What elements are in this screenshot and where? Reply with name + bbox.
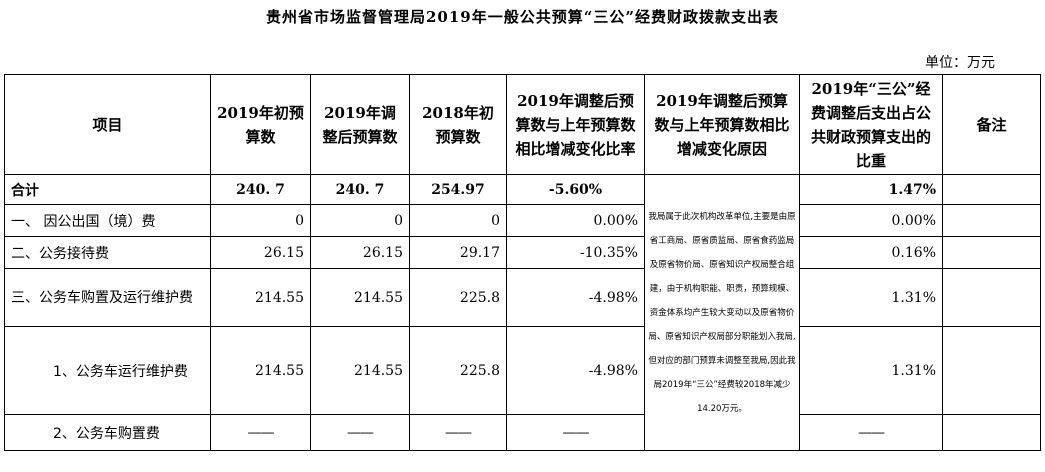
row-vehicle-purchase-remark [942,414,1041,451]
row-vehicle-purchase-b2019i: —— [210,414,311,451]
row-vehicle-maint-b2019a: 214.55 [310,326,410,415]
row-reception-share: 0.16% [799,236,943,269]
row-vehicle-b2019i: 214.55 [210,268,311,327]
table-row: 合计 240. 7 240. 7 254.97 -5.60% 我局属于此次机构改… [4,174,1041,451]
row-vehicle-remark [942,268,1041,327]
table-row: 2、公务车购置费 —— —— —— —— —— [4,414,1041,451]
table-row: 一、 因公出国（境）费 0 0 0 0.00% 0.00% [4,204,1041,237]
row-travel-b2018i: 0 [409,204,507,237]
header-remark: 备注 [942,74,1041,175]
row-reception-b2019i: 26.15 [210,236,311,269]
row-vehicle-maint-share: 1.31% [799,326,943,415]
header-change-reason: 2019年调整后预算数与上年预算数相比增减变化原因 [644,74,800,175]
row-vehicle-purchase-item: 2、公务车购置费 [4,414,211,451]
row-vehicle-maint-b2019i: 214.55 [210,326,311,415]
row-total-b2019a: 240. 7 [310,174,410,205]
row-total-remark [942,174,1041,205]
row-vehicle-maint-rate: -4.98% [506,326,645,415]
change-reason-text: 我局属于此次机构改革单位,主要是由原省工商局、原省质监局、原省食药监局及原省物价… [644,174,800,451]
row-vehicle-maint-remark [942,326,1041,415]
row-total-item: 合计 [4,174,211,205]
row-total-share: 1.47% [799,174,943,205]
row-vehicle-share: 1.31% [799,268,943,327]
header-budget-2019-adjusted: 2019年调整后预算数 [310,74,410,175]
table-row: 二、公务接待费 26.15 26.15 29.17 -10.35% 0.16% [4,236,1041,269]
row-travel-b2019a: 0 [310,204,410,237]
row-travel-rate: 0.00% [506,204,645,237]
row-vehicle-purchase-share: —— [799,414,943,451]
row-travel-item: 一、 因公出国（境）费 [4,204,211,237]
row-vehicle-maint-b2018i: 225.8 [409,326,507,415]
row-total-b2019i: 240. 7 [210,174,311,205]
row-reception-item: 二、公务接待费 [4,236,211,269]
row-vehicle-purchase-rate: —— [506,414,645,451]
table-row: 三、公务车购置及运行维护费 214.55 214.55 225.8 -4.98%… [4,268,1041,327]
page-title: 贵州省市场监督管理局2019年一般公共预算“三公”经费财政拨款支出表 [265,8,779,26]
row-reception-b2019a: 26.15 [310,236,410,269]
row-total-rate: -5.60% [506,174,645,205]
row-total-b2018i: 254.97 [409,174,507,205]
header-row: 项目 2019年初预算数 2019年调整后预算数 2018年初预算数 2019年… [4,74,1041,175]
row-vehicle-purchase-b2018i: —— [409,414,507,451]
header-share: 2019年“三公”经费调整后支出占公共财政预算支出的比重 [799,74,943,175]
budget-table: 项目 2019年初预算数 2019年调整后预算数 2018年初预算数 2019年… [4,74,1041,451]
header-change-rate: 2019年调整后预算数与上年预算数相比增减变化比率 [506,74,645,175]
row-travel-remark [942,204,1041,237]
row-vehicle-item: 三、公务车购置及运行维护费 [4,268,211,327]
row-vehicle-b2019a: 214.55 [310,268,410,327]
header-item: 项目 [4,74,211,175]
header-budget-2019-initial: 2019年初预算数 [210,74,311,175]
row-travel-b2019i: 0 [210,204,311,237]
header-budget-2018-initial: 2018年初预算数 [409,74,507,175]
row-vehicle-b2018i: 225.8 [409,268,507,327]
row-vehicle-purchase-b2019a: —— [310,414,410,451]
row-reception-b2018i: 29.17 [409,236,507,269]
row-reception-rate: -10.35% [506,236,645,269]
row-vehicle-rate: -4.98% [506,268,645,327]
table-row: 1、公务车运行维护费 214.55 214.55 225.8 -4.98% 1.… [4,326,1041,415]
row-vehicle-maint-item: 1、公务车运行维护费 [4,326,211,415]
unit-label: 单位：万元 [925,55,995,71]
row-reception-remark [942,236,1041,269]
row-travel-share: 0.00% [799,204,943,237]
